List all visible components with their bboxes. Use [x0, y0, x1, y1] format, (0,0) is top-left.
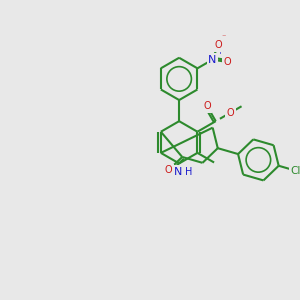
Text: H: H	[185, 167, 192, 177]
Text: O: O	[214, 40, 222, 50]
Text: +: +	[216, 47, 223, 56]
Text: ⁻: ⁻	[222, 32, 226, 41]
Text: N: N	[208, 55, 217, 65]
Text: O: O	[203, 101, 211, 111]
Text: N: N	[174, 167, 182, 177]
Text: O: O	[224, 57, 231, 67]
Text: O: O	[227, 107, 235, 118]
Text: O: O	[165, 165, 172, 175]
Text: Cl: Cl	[290, 166, 300, 176]
